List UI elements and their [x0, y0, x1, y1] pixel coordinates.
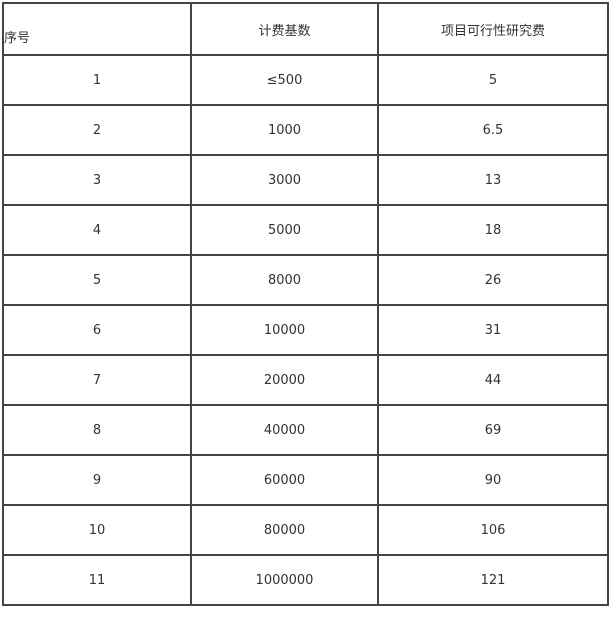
cell-index: 6: [2, 304, 192, 356]
header-index: 序号: [2, 2, 192, 56]
cell-index: 2: [2, 104, 192, 156]
table-row: 7 20000 44: [2, 354, 609, 406]
table-row: 4 5000 18: [2, 204, 609, 256]
cell-feasibility-fee: 44: [377, 354, 609, 406]
cell-fee-base: 60000: [190, 454, 379, 506]
cell-index: 4: [2, 204, 192, 256]
cell-index: 11: [2, 554, 192, 606]
cell-fee-base: 10000: [190, 304, 379, 356]
table-row: 3 3000 13: [2, 154, 609, 206]
cell-fee-base: 5000: [190, 204, 379, 256]
cell-fee-base: 1000000: [190, 554, 379, 606]
cell-fee-base: 80000: [190, 504, 379, 556]
table-row: 9 60000 90: [2, 454, 609, 506]
table-row: 8 40000 69: [2, 404, 609, 456]
cell-index: 8: [2, 404, 192, 456]
header-fee-base: 计费基数: [190, 2, 379, 56]
cell-feasibility-fee: 31: [377, 304, 609, 356]
table-row: 6 10000 31: [2, 304, 609, 356]
table-row: 1 ≤500 5: [2, 54, 609, 106]
cell-index: 10: [2, 504, 192, 556]
table-row: 10 80000 106: [2, 504, 609, 556]
cell-feasibility-fee: 6.5: [377, 104, 609, 156]
cell-index: 9: [2, 454, 192, 506]
cell-feasibility-fee: 18: [377, 204, 609, 256]
cell-feasibility-fee: 5: [377, 54, 609, 106]
cell-fee-base: 40000: [190, 404, 379, 456]
cell-feasibility-fee: 69: [377, 404, 609, 456]
table-row: 2 1000 6.5: [2, 104, 609, 156]
fee-table: 序号 计费基数 项目可行性研究费 1 ≤500 5 2 1000 6.5 3 3000 13 4 5…: [2, 2, 609, 606]
cell-feasibility-fee: 90: [377, 454, 609, 506]
header-row: 序号 计费基数 项目可行性研究费: [2, 2, 609, 56]
table-row: 5 8000 26: [2, 254, 609, 306]
cell-feasibility-fee: 26: [377, 254, 609, 306]
cell-feasibility-fee: 106: [377, 504, 609, 556]
cell-fee-base: ≤500: [190, 54, 379, 106]
cell-feasibility-fee: 121: [377, 554, 609, 606]
header-feasibility-fee: 项目可行性研究费: [377, 2, 609, 56]
cell-index: 1: [2, 54, 192, 106]
cell-index: 7: [2, 354, 192, 406]
cell-fee-base: 20000: [190, 354, 379, 406]
cell-fee-base: 3000: [190, 154, 379, 206]
cell-fee-base: 8000: [190, 254, 379, 306]
cell-index: 3: [2, 154, 192, 206]
cell-index: 5: [2, 254, 192, 306]
cell-feasibility-fee: 13: [377, 154, 609, 206]
table-row: 11 1000000 121: [2, 554, 609, 606]
cell-fee-base: 1000: [190, 104, 379, 156]
